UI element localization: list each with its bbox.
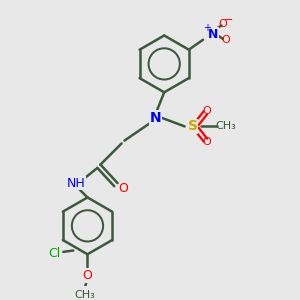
Text: +: + [203, 23, 211, 33]
Text: O: O [118, 182, 128, 195]
Text: −: − [224, 15, 233, 25]
Text: O: O [218, 19, 227, 29]
Text: O: O [202, 137, 211, 147]
Text: CH₃: CH₃ [215, 122, 236, 131]
Text: N: N [208, 28, 218, 40]
Text: O: O [202, 106, 211, 116]
Text: NH: NH [67, 177, 85, 190]
Text: O: O [221, 35, 230, 45]
Text: Cl: Cl [49, 247, 61, 260]
Text: N: N [150, 111, 161, 125]
Text: S: S [188, 119, 198, 134]
Text: O: O [82, 269, 92, 282]
Text: CH₃: CH₃ [74, 290, 95, 300]
